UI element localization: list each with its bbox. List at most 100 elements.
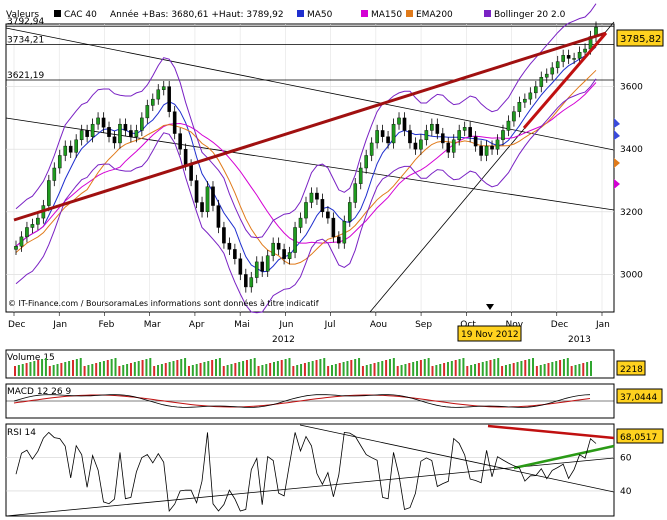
candle-up: [249, 277, 254, 288]
candle-down: [129, 130, 133, 137]
volume-bar: [126, 364, 129, 376]
candle-down: [276, 242, 281, 250]
volume-bar: [361, 366, 364, 376]
candle-down: [326, 211, 330, 219]
volume-bar: [64, 362, 67, 376]
volume-bar: [168, 362, 171, 376]
x-tick-label: Feb: [98, 320, 114, 330]
rsi-red-line: [487, 424, 615, 440]
rsi-panel-frame: [5, 423, 615, 517]
volume-bar: [273, 362, 276, 376]
volume-bar: [501, 366, 504, 376]
volume-bar: [566, 358, 569, 376]
year-label-2013: 2013: [568, 335, 591, 345]
rsi-title: RSI 14: [7, 428, 36, 438]
macd-signal-line: [13, 394, 591, 408]
volume-bar: [230, 364, 233, 376]
rsi-value: 68,0517: [620, 433, 657, 443]
level-label: 3621,19: [7, 71, 44, 81]
volume-bar: [358, 358, 361, 376]
legend-ma150: MA150: [371, 10, 402, 20]
rsi-axis: 40 60: [6, 453, 632, 497]
candle-up: [517, 102, 522, 112]
volume-bar: [474, 364, 477, 376]
volume-title: Volume 15: [7, 353, 55, 363]
ema200-line: [15, 69, 597, 265]
candle-down: [216, 205, 221, 228]
volume-bar: [296, 365, 299, 376]
candle-up: [424, 130, 429, 141]
candle-up: [364, 155, 368, 169]
volume-bar: [211, 360, 214, 376]
volume-bar: [551, 362, 554, 376]
volume-bar: [261, 365, 264, 376]
volume-bar: [539, 365, 542, 376]
candle-down: [315, 192, 319, 200]
x-tick-label: Jul: [324, 320, 336, 330]
candle-down: [473, 136, 478, 147]
level-label: 3792,94: [7, 17, 44, 27]
x-tick-label: Apr: [189, 320, 205, 330]
candle-up: [36, 217, 40, 225]
volume-bar: [512, 363, 515, 376]
volume-bar: [342, 362, 345, 376]
volume-bar: [350, 360, 353, 376]
volume-bar: [199, 363, 202, 376]
volume-bar: [56, 364, 59, 376]
volume-bar: [373, 363, 376, 376]
rsi-value-badge: [616, 428, 664, 444]
rsi-trend-line: [299, 424, 615, 493]
volume-bar: [141, 360, 144, 376]
rsi-trend-line: [5, 457, 615, 517]
candle-up: [161, 86, 166, 90]
volume-bar: [450, 361, 453, 376]
volume-bar: [180, 359, 183, 376]
candle-up: [577, 51, 582, 59]
candle-down: [260, 261, 265, 272]
volume-bar: [439, 364, 442, 376]
volume-value-badge: [616, 360, 646, 376]
red-trend-line: [13, 31, 607, 222]
ma150-color-icon: [361, 10, 368, 17]
volume-bar: [41, 359, 44, 376]
volume-bar: [385, 360, 388, 376]
volume-bar: [215, 359, 218, 376]
candle-down: [566, 55, 571, 59]
volume-bar: [292, 366, 295, 376]
y-tick-label: 3600: [620, 83, 643, 93]
candle-down: [112, 136, 117, 144]
volume-bar: [454, 360, 457, 376]
volume-bar: [222, 366, 225, 376]
candle-up: [397, 117, 401, 125]
candle-up: [25, 227, 29, 238]
volume-bar: [404, 364, 407, 376]
volume-bar: [122, 365, 125, 376]
volume-bar: [17, 365, 20, 376]
ema-marker-icon: [614, 158, 620, 168]
candle-up: [358, 167, 363, 184]
candle-up: [523, 98, 527, 103]
bollinger-lower-line: [15, 78, 597, 314]
volume-bar: [520, 361, 523, 376]
volume-bar: [83, 366, 86, 376]
level-label: 3734,21: [7, 36, 44, 46]
x-tick-label: Oct: [460, 320, 476, 330]
ema200-color-icon: [406, 10, 413, 17]
volume-bar: [102, 361, 105, 376]
volume-bar: [91, 364, 94, 376]
x-tick-label: Nov: [506, 320, 524, 330]
volume-bar: [133, 362, 136, 376]
candle-up: [150, 98, 155, 106]
volume-bar: [354, 359, 357, 376]
candle-down: [194, 180, 199, 203]
candle-up: [271, 242, 275, 256]
x-tick-label: Dec: [8, 320, 25, 330]
volume-bar: [311, 361, 314, 376]
candle-up: [287, 252, 292, 259]
volume-bar: [443, 363, 446, 376]
volume-bar: [516, 362, 519, 376]
candle-down: [435, 123, 440, 134]
volume-bar: [528, 359, 531, 376]
x-tick-label: Jan: [595, 320, 610, 330]
